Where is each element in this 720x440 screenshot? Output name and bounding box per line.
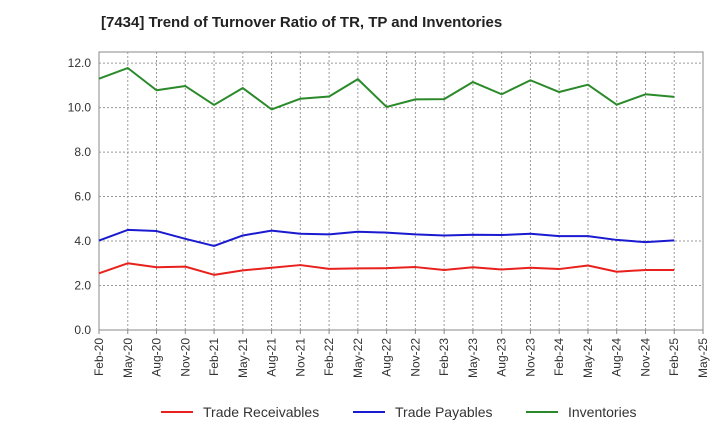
x-tick-label: Nov-20 xyxy=(178,338,192,377)
x-tick-label: Feb-21 xyxy=(207,338,221,376)
legend-item-inventories: Inventories xyxy=(526,404,636,420)
x-tick-label: Nov-21 xyxy=(293,338,307,377)
legend-swatch-trade-payables xyxy=(353,411,385,413)
x-tick-label: Aug-21 xyxy=(265,338,279,377)
x-tick-label: Feb-22 xyxy=(322,338,336,376)
x-tick-label: Feb-24 xyxy=(552,338,566,376)
legend-label-trade-receivables: Trade Receivables xyxy=(203,404,320,420)
legend-item-trade-receivables: Trade Receivables xyxy=(161,404,319,420)
y-tick-label: 10.0 xyxy=(68,101,92,115)
x-tick-label: Nov-24 xyxy=(638,338,652,377)
legend-label-inventories: Inventories xyxy=(568,404,637,420)
plot-area xyxy=(98,51,704,331)
series-line-inventories xyxy=(98,67,675,111)
legend-item-trade-payables: Trade Payables xyxy=(353,404,493,420)
x-tick-label: May-21 xyxy=(236,338,250,378)
x-tick-label: Feb-23 xyxy=(437,338,451,376)
legend-swatch-trade-receivables xyxy=(161,411,193,413)
x-tick-label: May-22 xyxy=(351,338,365,378)
y-tick-label: 8.0 xyxy=(74,145,91,159)
y-tick-label: 0.0 xyxy=(74,323,91,337)
x-tick-label: May-25 xyxy=(696,338,710,378)
x-tick-label: Aug-24 xyxy=(610,338,624,377)
x-tick-label: Feb-25 xyxy=(667,338,681,376)
x-tick-label: Aug-20 xyxy=(150,338,164,377)
x-tick-label: May-20 xyxy=(121,338,135,378)
x-tick-label: Feb-20 xyxy=(92,338,106,376)
x-tick-label: Nov-23 xyxy=(523,338,537,377)
y-tick-label: 2.0 xyxy=(74,279,91,293)
series-line-trade-payables xyxy=(98,228,675,247)
x-tick-label: Aug-23 xyxy=(495,338,509,377)
x-tick-label: Aug-22 xyxy=(380,338,394,377)
x-tick-label: Nov-22 xyxy=(408,338,422,377)
y-tick-label: 12.0 xyxy=(68,56,92,70)
legend-label-trade-payables: Trade Payables xyxy=(395,404,493,420)
x-tick-label: May-24 xyxy=(581,338,595,378)
legend-swatch-inventories xyxy=(526,411,558,413)
chart-legend: Trade Receivables Trade Payables Invento… xyxy=(0,404,720,424)
y-tick-label: 6.0 xyxy=(74,190,91,204)
chart-title: [7434] Trend of Turnover Ratio of TR, TP… xyxy=(101,14,503,31)
x-tick-label: May-23 xyxy=(466,338,480,378)
series-line-trade-receivables xyxy=(98,262,675,276)
y-tick-label: 4.0 xyxy=(74,234,91,248)
